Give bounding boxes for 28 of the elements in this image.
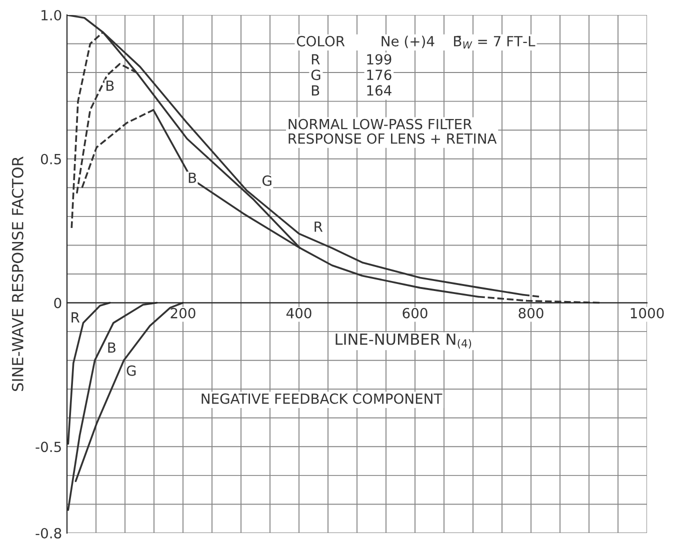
y-axis-title: SINE-WAVE RESPONSE FACTOR [12,156,24,391]
annotation: R [314,222,323,232]
annotation: G [311,70,320,80]
annotation: NEGATIVE FEEDBACK COMPONENT [202,393,442,404]
y-tick-label: 0 [54,298,62,308]
annotation: R [312,54,320,64]
annotation: NORMAL LOW-PASS FILTER RESPONSE OF LENS + RETINA [288,118,497,144]
x-axis-title: LINE-NUMBER N$_{(4)}$ [336,334,472,349]
annotation: 199 [367,54,392,65]
annotation: R [72,312,80,322]
x-tick-label: 600 [402,308,428,318]
y-tick-label: 0.5 [40,154,61,164]
y-tick-label: -0.8 [36,528,62,538]
y-tick-label: -0.5 [36,442,61,452]
annotation: B [312,85,320,96]
annotation: 164 [367,85,392,96]
annotation: B [108,342,116,353]
x-tick-label: 200 [170,308,196,318]
annotation: 176 [367,70,392,80]
x-tick-label: 1000 [630,308,664,318]
x-tick-label: 400 [286,308,312,318]
annotation: B [188,172,196,183]
annotation: B [106,80,114,91]
y-tick-label: 1.0 [42,10,62,20]
annotation: COLOR Ne (+)4 B̄$_{W}$ = 7 FT-L [296,36,536,49]
annotation: G [126,365,136,376]
x-tick-label: 800 [518,308,544,318]
annotation: G [262,175,272,186]
